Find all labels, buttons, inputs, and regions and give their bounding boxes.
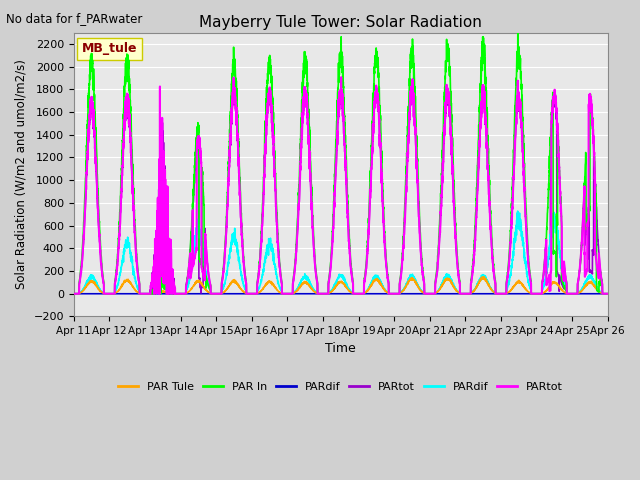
Y-axis label: Solar Radiation (W/m2 and umol/m2/s): Solar Radiation (W/m2 and umol/m2/s) xyxy=(15,60,28,289)
Text: No data for f_PARwater: No data for f_PARwater xyxy=(6,12,143,25)
Text: MB_tule: MB_tule xyxy=(82,42,138,55)
X-axis label: Time: Time xyxy=(325,342,356,355)
Title: Mayberry Tule Tower: Solar Radiation: Mayberry Tule Tower: Solar Radiation xyxy=(199,15,482,30)
Legend: PAR Tule, PAR In, PARdif, PARtot, PARdif, PARtot: PAR Tule, PAR In, PARdif, PARtot, PARdif… xyxy=(114,377,568,396)
